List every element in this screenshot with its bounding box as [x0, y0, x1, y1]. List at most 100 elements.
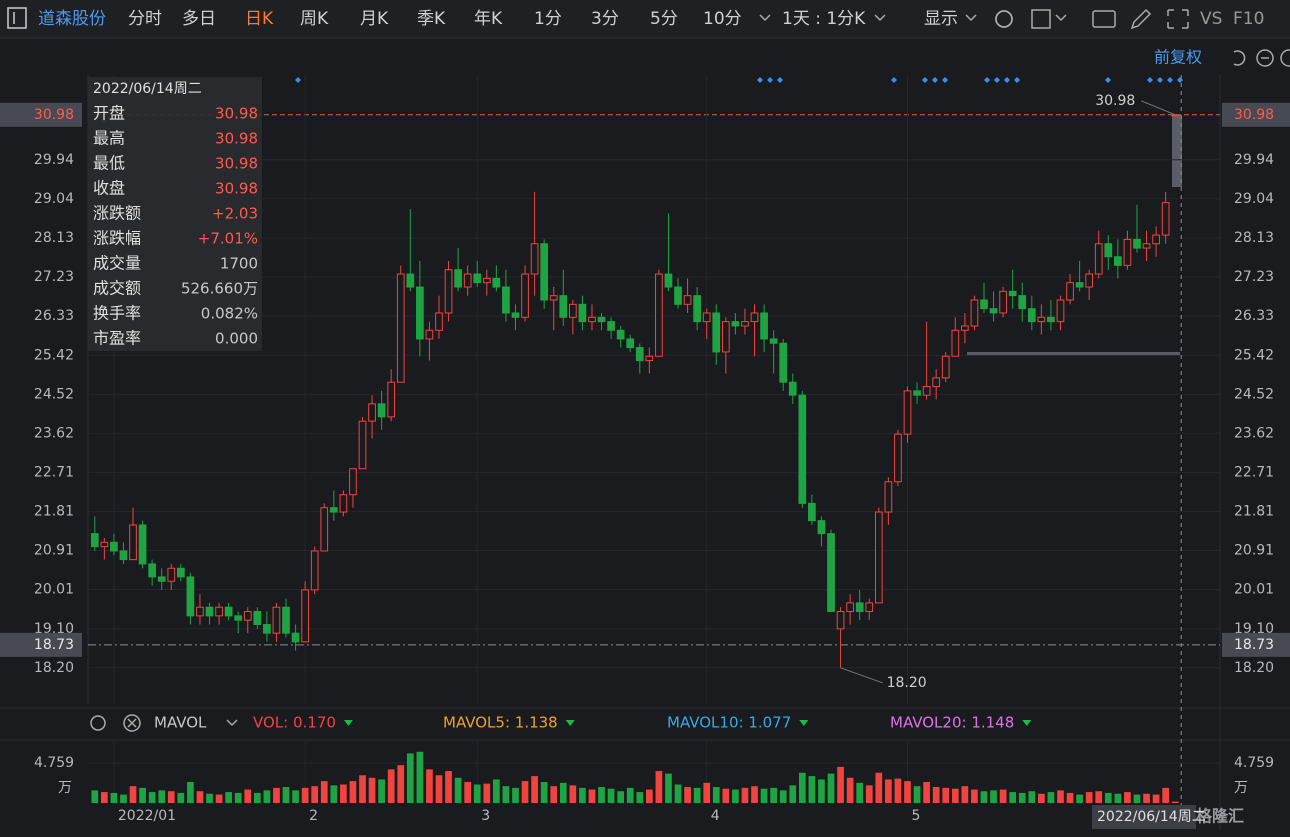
tooltip-value: 30.98: [215, 130, 258, 148]
candle-body: [1161, 202, 1170, 236]
event-marker[interactable]: [1147, 77, 1153, 83]
event-marker[interactable]: [1167, 77, 1173, 83]
settings-icon[interactable]: [995, 10, 1013, 28]
candle-body: [310, 550, 319, 591]
volume-legend: VOL: 0.170: [253, 714, 336, 732]
checkbox-icon[interactable]: [1031, 9, 1051, 29]
volume-bar: [665, 773, 672, 803]
volume-bar: [512, 787, 519, 803]
candle-body: [693, 295, 701, 323]
volume-bar: [301, 787, 309, 803]
tooltip-label: 最低: [93, 154, 125, 173]
indicator-settings[interactable]: [90, 715, 106, 731]
candle-body: [1123, 238, 1132, 266]
event-marker[interactable]: [984, 77, 990, 83]
candle-body: [530, 243, 539, 275]
candle-body: [435, 312, 443, 331]
price-marker-box: [0, 632, 82, 657]
period-tab[interactable]: 1分: [534, 9, 562, 29]
y-tick-label-right: 29.04: [1234, 191, 1274, 207]
period-tab[interactable]: 分时: [128, 9, 162, 29]
fullscreen-icon[interactable]: [1167, 9, 1189, 29]
volume-bar: [1076, 794, 1083, 803]
candle-body: [473, 273, 482, 284]
indicator-name[interactable]: MAVOL: [154, 714, 207, 732]
event-marker[interactable]: [767, 77, 773, 83]
f10-button[interactable]: F10: [1233, 9, 1264, 29]
event-marker[interactable]: [994, 77, 1000, 83]
period-tab[interactable]: 季K: [417, 9, 446, 29]
event-marker[interactable]: [777, 77, 783, 83]
period-tab[interactable]: 5分: [650, 9, 678, 29]
event-marker[interactable]: [932, 77, 938, 83]
event-marker[interactable]: [1014, 77, 1020, 83]
period-tab[interactable]: 年K: [474, 9, 503, 29]
volume-bar: [550, 786, 558, 803]
candle-body: [482, 277, 491, 284]
candle-body: [110, 541, 118, 552]
stock-name[interactable]: 道森股份: [38, 9, 106, 29]
legend-arrow: [343, 720, 353, 726]
y-tick-label-right: 18.20: [1234, 660, 1274, 676]
candle-body: [980, 299, 988, 310]
candle-body: [129, 524, 137, 561]
draw-icon[interactable]: [1130, 8, 1152, 30]
candle-body: [760, 312, 768, 340]
reset-icon[interactable]: [1233, 50, 1246, 66]
candle-body: [253, 611, 262, 626]
price-marker-box-right: [1222, 632, 1290, 657]
volume-bar: [932, 787, 940, 803]
volume-bar: [674, 784, 682, 803]
event-marker[interactable]: [757, 77, 763, 83]
y-tick-label-right: 19.10: [1234, 621, 1274, 637]
event-marker[interactable]: [1105, 77, 1111, 83]
range-bar: [967, 352, 1180, 356]
volume-bar: [253, 792, 261, 803]
zoom-in[interactable]: [1280, 49, 1290, 67]
tooltip-value: +7.01%: [198, 230, 258, 248]
event-marker[interactable]: [1177, 77, 1183, 83]
adjust-mode[interactable]: 前复权: [1154, 48, 1202, 67]
volume-bar: [1171, 801, 1179, 803]
period-tab[interactable]: 3分: [591, 9, 619, 29]
plot: 29.94 29.94 29.04 29.04 28.13 28.13 27.23 27.23…: [0, 75, 1290, 824]
event-marker[interactable]: [942, 77, 948, 83]
menu-icon[interactable]: [7, 7, 27, 29]
period-tab[interactable]: 日K: [245, 9, 274, 29]
volume-bar: [837, 766, 844, 803]
zoom-out[interactable]: [1256, 49, 1274, 67]
tooltip-value: 30.98: [215, 180, 258, 198]
event-marker[interactable]: [295, 77, 301, 83]
period-tab[interactable]: 10分: [703, 9, 742, 29]
candle-body: [176, 567, 185, 578]
indicator-close[interactable]: [123, 714, 141, 732]
event-marker[interactable]: [922, 77, 928, 83]
period-tab[interactable]: 月K: [360, 9, 389, 29]
vs-button[interactable]: VS: [1200, 9, 1222, 29]
volume-bar: [177, 792, 185, 803]
volume-bar: [263, 790, 271, 803]
display-menu[interactable]: 显示: [924, 9, 958, 29]
event-marker[interactable]: [891, 77, 897, 83]
volume-bar: [454, 777, 462, 803]
volume-bar: [559, 782, 567, 803]
candle-body: [578, 303, 587, 323]
camera-icon[interactable]: [1092, 10, 1116, 28]
candle-body: [100, 541, 109, 548]
event-marker[interactable]: [1004, 77, 1010, 83]
volume-legend: MAVOL20: 1.148: [890, 714, 1014, 732]
period-tab[interactable]: 周K: [300, 9, 329, 29]
volume-legend: MAVOL10: 1.077: [667, 714, 791, 732]
volume-bar: [808, 776, 816, 803]
volume-bar: [923, 781, 930, 803]
range-select[interactable]: 1天 : 1分K: [782, 9, 866, 29]
period-tab[interactable]: 多日: [182, 9, 216, 29]
candle-body: [922, 386, 931, 396]
tooltip-label: 成交量: [93, 254, 141, 273]
event-marker[interactable]: [1157, 77, 1163, 83]
volume-bar: [779, 790, 787, 803]
price-marker-label: 30.98: [34, 107, 74, 123]
y-tick-label-right: 21.81: [1234, 504, 1274, 520]
y-tick-label-right: 24.52: [1234, 386, 1274, 402]
volume-bar: [282, 787, 290, 803]
